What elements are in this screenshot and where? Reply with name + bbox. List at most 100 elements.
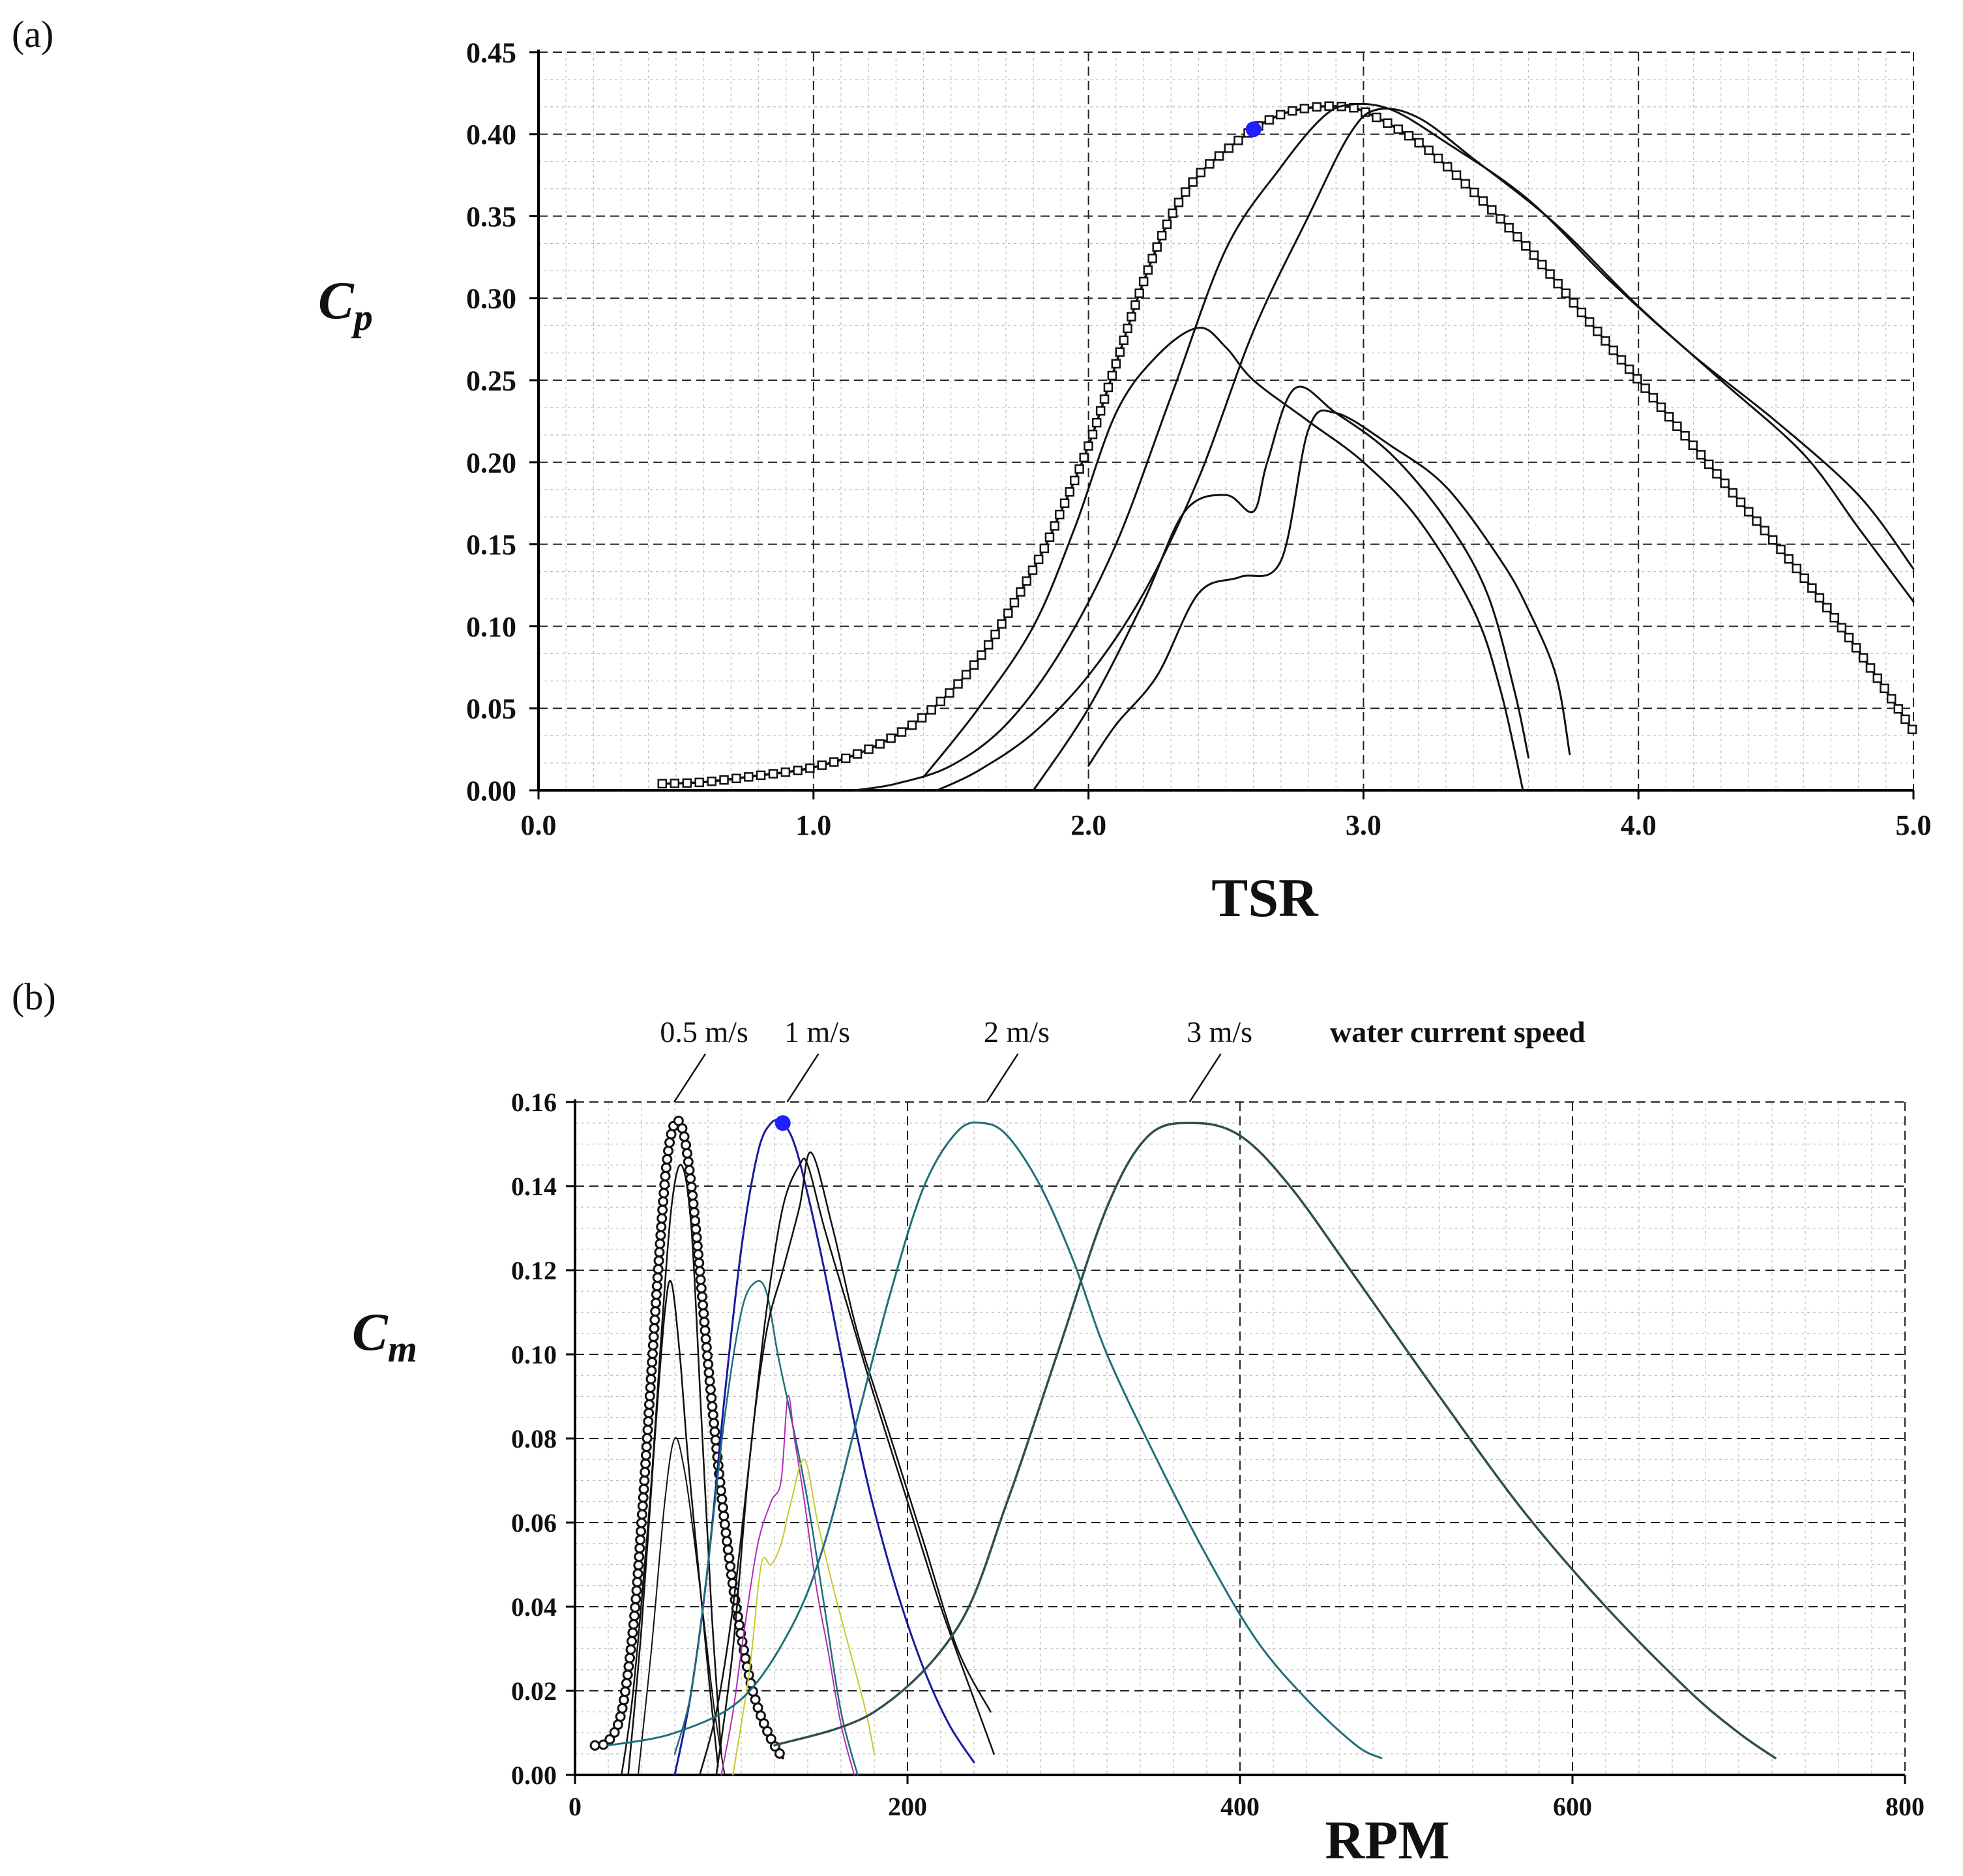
data-point-marker — [636, 1509, 647, 1520]
data-point-marker — [1865, 663, 1876, 673]
panel-b-label: (b) — [12, 975, 56, 1018]
data-point-marker — [634, 1551, 645, 1562]
data-point-marker — [1822, 603, 1832, 613]
data-point-marker — [1044, 532, 1055, 543]
data-point-marker — [687, 1190, 698, 1201]
data-point-marker — [648, 1332, 659, 1343]
data-point-marker — [644, 1390, 655, 1401]
data-point-marker — [637, 1500, 648, 1511]
panel-b-y-axis-subscript: m — [388, 1328, 417, 1370]
data-point-marker — [768, 769, 778, 779]
data-point-marker — [1074, 464, 1084, 474]
data-point-marker — [643, 1407, 655, 1418]
panel-a-y-axis-subscript: p — [351, 296, 373, 338]
data-point-marker — [1743, 507, 1754, 517]
data-point-marker — [664, 1137, 675, 1148]
data-point-marker — [1545, 269, 1555, 279]
data-point-marker — [1055, 509, 1065, 520]
panel-a-y-axis-title: Cp — [318, 271, 373, 338]
panel-b-series-2-m-s — [607, 1122, 1383, 1759]
data-point-marker — [1735, 497, 1746, 507]
data-point-marker — [1728, 488, 1738, 498]
data-point-marker — [731, 773, 741, 784]
data-point-marker — [695, 1274, 706, 1285]
data-point-marker — [1837, 623, 1847, 633]
data-point-marker — [1672, 421, 1682, 431]
panel-a-series-main — [661, 105, 1915, 785]
data-point-marker — [650, 1306, 661, 1317]
panel-b-grid — [575, 1101, 1906, 1775]
data-point-marker — [1039, 543, 1050, 554]
data-point-marker — [1799, 573, 1809, 583]
data-point-marker — [1504, 223, 1514, 233]
speed-label-2-m-s-leader-line — [986, 1053, 1019, 1103]
data-point-marker — [732, 1611, 743, 1622]
panel-a-label: (a) — [12, 13, 53, 55]
data-point-marker — [660, 1170, 671, 1182]
data-point-marker — [647, 1340, 658, 1351]
panel-b-x-tick-label: 600 — [1553, 1792, 1592, 1821]
data-point-marker — [1664, 411, 1674, 422]
data-point-marker — [725, 1561, 736, 1572]
data-point-marker — [707, 776, 716, 786]
data-point-marker — [718, 1510, 730, 1521]
data-point-marker — [1851, 643, 1861, 653]
data-point-marker — [1442, 162, 1453, 171]
data-point-marker — [1084, 441, 1093, 451]
data-point-marker — [618, 1695, 629, 1706]
speed-caption: water current speed — [1330, 1015, 1586, 1049]
speed-label-3-m-s-leader-line — [1188, 1053, 1222, 1103]
data-point-marker — [645, 1382, 656, 1393]
data-point-marker — [647, 1348, 658, 1360]
data-point-marker — [744, 772, 754, 782]
panel-a-y-tick-label: 0.05 — [466, 693, 516, 725]
panel-a-y-tick-label: 0.45 — [466, 37, 516, 68]
panel-a-y-tick-label: 0.25 — [466, 365, 516, 397]
data-point-marker — [681, 1148, 692, 1159]
data-point-marker — [620, 1686, 631, 1697]
panel-b-axes — [566, 1099, 1906, 1784]
data-point-marker — [1130, 300, 1140, 310]
panel-b-tick-labels: 0 200 400 600 800 0.00 0.02 0.04 0.06 0.08 0.10 0.1… — [511, 1088, 1925, 1821]
data-point-marker — [896, 727, 907, 737]
data-point-marker — [1107, 370, 1117, 381]
data-point-marker — [983, 640, 994, 650]
panel-a-x-tick-label: 5.0 — [1896, 809, 1932, 841]
data-point-marker — [655, 1230, 666, 1241]
data-point-marker — [653, 1255, 664, 1266]
data-point-marker — [722, 1544, 733, 1555]
data-point-marker — [852, 749, 863, 759]
data-point-marker — [651, 1281, 662, 1292]
panel-b-x-axis-title: RPM — [1325, 1810, 1449, 1871]
data-point-marker — [688, 1207, 700, 1218]
data-point-marker — [659, 1179, 670, 1190]
data-point-marker — [756, 770, 766, 781]
data-point-marker — [1712, 469, 1722, 479]
data-point-marker — [1181, 187, 1190, 197]
data-point-marker — [719, 775, 729, 785]
data-point-marker — [724, 1553, 735, 1564]
data-point-marker — [722, 1536, 733, 1547]
data-point-marker — [703, 1359, 714, 1370]
data-point-marker — [817, 760, 827, 770]
data-point-marker — [645, 1373, 657, 1384]
data-point-marker — [1123, 323, 1132, 334]
data-point-marker — [638, 1483, 649, 1495]
data-point-marker — [886, 733, 896, 743]
data-point-marker — [1119, 335, 1129, 346]
data-point-marker — [1143, 265, 1153, 275]
panel-b-y-axis-title: Cm — [352, 1302, 417, 1370]
data-point-marker — [700, 1333, 711, 1345]
data-point-marker — [649, 1315, 660, 1326]
data-point-marker — [1152, 242, 1162, 252]
data-point-marker — [1656, 402, 1666, 412]
data-point-marker — [1188, 177, 1198, 187]
data-point-marker — [715, 1485, 726, 1496]
data-point-marker — [793, 766, 803, 775]
data-point-marker — [1173, 198, 1184, 207]
panel-b: (b) 0 200 400 600 800 0.00 0.02 0.04 0.06 0.08 0.1… — [12, 975, 1925, 1871]
data-point-marker — [1079, 453, 1089, 463]
data-point-marker — [698, 1308, 709, 1319]
data-point-marker — [707, 1401, 718, 1412]
panel-b-annotations: 0.5 m/s 1 m/s 2 m/s 3 m/s water current spee… — [660, 1015, 1586, 1103]
